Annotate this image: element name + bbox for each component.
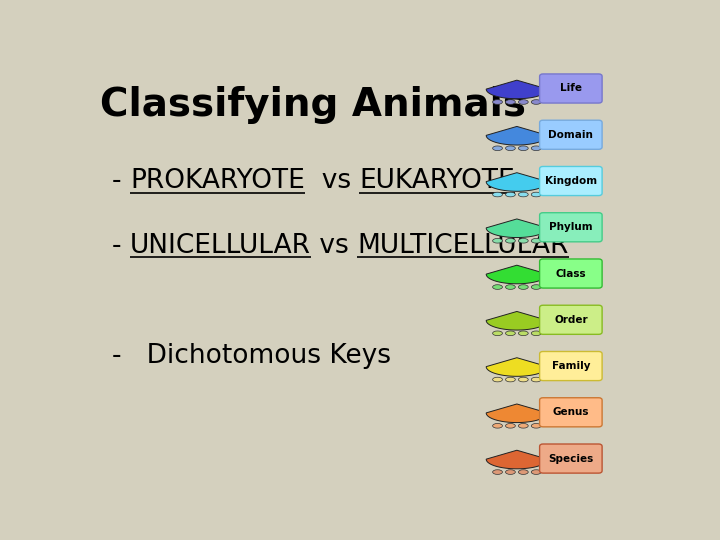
Ellipse shape	[492, 239, 503, 243]
Ellipse shape	[531, 100, 541, 104]
Text: -   Dichotomous Keys: - Dichotomous Keys	[112, 343, 392, 369]
Polygon shape	[486, 357, 548, 376]
Polygon shape	[486, 126, 548, 145]
Ellipse shape	[518, 285, 528, 289]
Ellipse shape	[531, 377, 541, 382]
Ellipse shape	[505, 146, 516, 151]
FancyBboxPatch shape	[539, 259, 602, 288]
Ellipse shape	[505, 470, 516, 474]
Text: vs: vs	[311, 233, 357, 259]
Ellipse shape	[518, 377, 528, 382]
Ellipse shape	[505, 423, 516, 428]
FancyBboxPatch shape	[539, 74, 602, 103]
Text: Genus: Genus	[553, 407, 589, 417]
Polygon shape	[486, 80, 548, 99]
Ellipse shape	[531, 239, 541, 243]
Text: Species: Species	[548, 454, 593, 463]
Polygon shape	[486, 219, 548, 238]
Ellipse shape	[505, 192, 516, 197]
Text: -: -	[112, 168, 130, 194]
Polygon shape	[486, 404, 548, 423]
Ellipse shape	[531, 423, 541, 428]
Ellipse shape	[518, 423, 528, 428]
Ellipse shape	[531, 146, 541, 151]
Text: MULTICELLULAR: MULTICELLULAR	[357, 233, 569, 259]
Ellipse shape	[492, 100, 503, 104]
Text: Class: Class	[556, 268, 586, 279]
Ellipse shape	[492, 470, 503, 474]
Text: EUKARYOTE: EUKARYOTE	[359, 168, 515, 194]
Ellipse shape	[492, 285, 503, 289]
Polygon shape	[486, 173, 548, 191]
Ellipse shape	[531, 470, 541, 474]
Ellipse shape	[505, 285, 516, 289]
Text: PROKARYOTE: PROKARYOTE	[130, 168, 305, 194]
Ellipse shape	[518, 331, 528, 335]
Text: Kingdom: Kingdom	[545, 176, 597, 186]
FancyBboxPatch shape	[539, 166, 602, 195]
FancyBboxPatch shape	[539, 120, 602, 149]
FancyBboxPatch shape	[539, 444, 602, 473]
Ellipse shape	[518, 470, 528, 474]
Ellipse shape	[505, 377, 516, 382]
Ellipse shape	[518, 146, 528, 151]
Text: Order: Order	[554, 315, 588, 325]
Ellipse shape	[505, 100, 516, 104]
Ellipse shape	[518, 239, 528, 243]
Text: -: -	[112, 233, 130, 259]
Text: vs: vs	[305, 168, 359, 194]
FancyBboxPatch shape	[539, 305, 602, 334]
Polygon shape	[486, 312, 548, 330]
Ellipse shape	[518, 192, 528, 197]
Text: Classifying Animals: Classifying Animals	[100, 85, 526, 124]
Ellipse shape	[492, 423, 503, 428]
Text: Life: Life	[560, 84, 582, 93]
FancyBboxPatch shape	[539, 352, 602, 381]
Ellipse shape	[505, 239, 516, 243]
Polygon shape	[486, 265, 548, 284]
Polygon shape	[486, 450, 548, 469]
Text: Family: Family	[552, 361, 590, 371]
Ellipse shape	[492, 331, 503, 335]
Ellipse shape	[518, 100, 528, 104]
Text: UNICELLULAR: UNICELLULAR	[130, 233, 311, 259]
FancyBboxPatch shape	[539, 213, 602, 242]
Text: Phylum: Phylum	[549, 222, 593, 232]
FancyBboxPatch shape	[539, 398, 602, 427]
Ellipse shape	[492, 377, 503, 382]
Text: Domain: Domain	[549, 130, 593, 140]
Ellipse shape	[531, 192, 541, 197]
Ellipse shape	[492, 146, 503, 151]
Ellipse shape	[492, 192, 503, 197]
Ellipse shape	[531, 331, 541, 335]
Ellipse shape	[505, 331, 516, 335]
Ellipse shape	[531, 285, 541, 289]
